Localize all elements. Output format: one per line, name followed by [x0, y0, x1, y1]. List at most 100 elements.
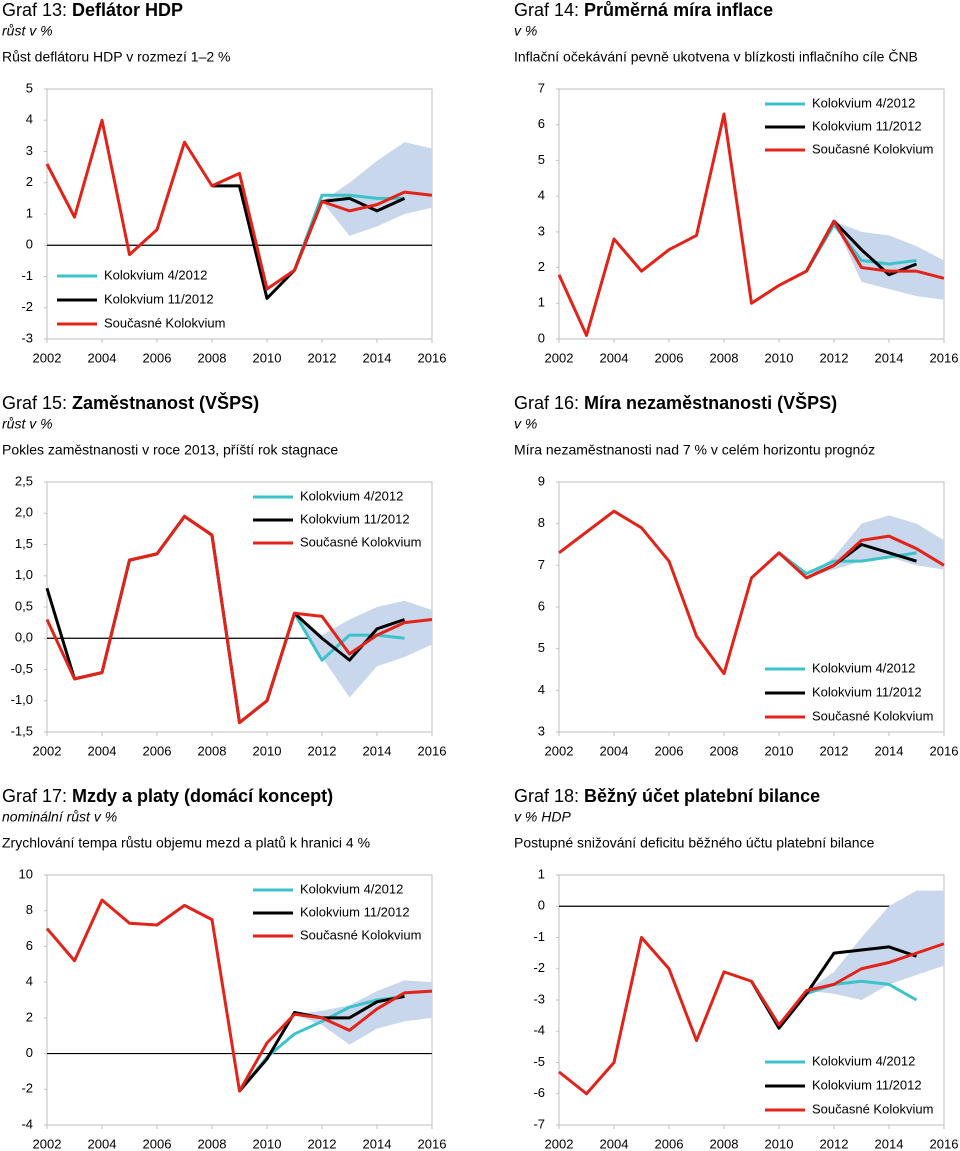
x-tick-label: 2010: [765, 1136, 794, 1151]
legend-label: Kolokvium 11/2012: [812, 1077, 922, 1092]
y-tick-label: 0: [538, 330, 545, 345]
x-tick-label: 2016: [418, 743, 447, 758]
legend-label: Kolokvium 4/2012: [812, 95, 915, 110]
y-tick-label: -7: [533, 1116, 545, 1131]
x-tick-label: 2002: [33, 1136, 62, 1151]
y-tick-label: 1: [538, 295, 545, 310]
legend-label: Kolokvium 11/2012: [812, 684, 922, 699]
plot-area: [558, 88, 945, 340]
series-line: [558, 509, 945, 676]
x-tick-label: 2008: [710, 1136, 739, 1151]
x-tick-label: 2006: [143, 743, 172, 758]
x-tick-label: 2016: [418, 1136, 447, 1151]
x-tick-label: 2004: [600, 350, 629, 365]
chart-subtitle: růst v %: [2, 416, 53, 432]
x-tick-label: 2010: [253, 1136, 282, 1151]
y-tick-label: -4: [21, 1116, 33, 1131]
chart-description: Růst deflátoru HDP v rozmezí 1–2 %: [2, 49, 231, 65]
x-tick-label: 2004: [88, 350, 117, 365]
series-line: [45, 898, 433, 1093]
y-tick-label: 7: [538, 557, 545, 572]
x-tick-label: 2002: [33, 743, 62, 758]
x-tick-label: 2010: [253, 743, 282, 758]
legend-label: Kolokvium 4/2012: [300, 881, 403, 896]
x-tick-label: 2012: [308, 1136, 337, 1151]
x-tick-label: 2012: [308, 350, 337, 365]
series-line: [750, 945, 917, 1030]
chart-title-text: Běžný účet platební bilance: [584, 786, 820, 806]
chart-subtitle: v %: [514, 23, 537, 39]
legend-label: Kolokvium 11/2012: [300, 904, 410, 919]
series-line: [778, 551, 917, 576]
x-tick-label: 2010: [765, 350, 794, 365]
y-tick-label: 6: [538, 598, 545, 613]
chart-description: Míra nezaměstnanosti nad 7 % v celém hor…: [514, 442, 875, 458]
series-line: [45, 118, 433, 291]
chart-title-text: Průměrná míra inflace: [584, 0, 773, 20]
x-tick-label: 2012: [820, 350, 849, 365]
x-tick-label: 2004: [600, 743, 629, 758]
y-tick-label: 0: [538, 898, 545, 913]
chart-label: Graf 18:: [514, 786, 579, 806]
legend-label: Kolokvium 4/2012: [812, 1053, 915, 1068]
x-tick-label: 2016: [418, 350, 447, 365]
chart-label: Graf 13:: [2, 0, 67, 20]
y-tick-label: 4: [26, 112, 33, 127]
x-tick-label: 2004: [88, 743, 117, 758]
y-tick-label: 6: [26, 938, 33, 953]
chart-description: Zrychlování tempa růstu objemu mezd a pl…: [2, 835, 370, 851]
x-tick-label: 2004: [88, 1136, 117, 1151]
y-tick-label: -2: [21, 1081, 33, 1096]
y-tick-label: -1: [533, 929, 545, 944]
x-tick-label: 2010: [253, 350, 282, 365]
chart-title-text: Mzdy a platy (domácí koncept): [72, 786, 333, 806]
x-tick-label: 2014: [363, 350, 392, 365]
y-tick-label: 0,0: [15, 630, 33, 645]
y-tick-label: 3: [26, 143, 33, 158]
chart-title: Graf 13: Deflátor HDP: [2, 0, 183, 20]
x-tick-label: 2014: [875, 743, 904, 758]
y-tick-label: -5: [533, 1054, 545, 1069]
series-line: [45, 514, 433, 725]
x-tick-label: 2014: [875, 350, 904, 365]
y-tick-label: -2: [533, 960, 545, 975]
legend-label: Kolokvium 4/2012: [104, 267, 207, 282]
chart-label: Graf 16:: [514, 393, 579, 413]
y-tick-label: 1,0: [15, 567, 33, 582]
chart-title: Graf 15: Zaměstnanost (VŠPS): [2, 392, 259, 413]
x-tick-label: 2008: [198, 743, 227, 758]
x-tick-label: 2006: [655, 743, 684, 758]
y-tick-label: 7: [538, 80, 545, 95]
x-tick-label: 2006: [655, 1136, 684, 1151]
series-line: [558, 936, 945, 1096]
chart-description: Postupné snižování deficitu běžného účtu…: [514, 835, 875, 851]
y-tick-label: -0,5: [11, 661, 33, 676]
chart-title: Graf 14: Průměrná míra inflace: [514, 0, 773, 20]
y-tick-label: -3: [21, 330, 33, 345]
chart-title-text: Zaměstnanost (VŠPS): [72, 392, 259, 413]
legend-label: Kolokvium 4/2012: [300, 488, 403, 503]
y-tick-label: 2: [538, 259, 545, 274]
y-tick-label: 2,0: [15, 505, 33, 520]
y-tick-label: 6: [538, 116, 545, 131]
y-tick-label: 8: [538, 515, 545, 530]
y-tick-label: 9: [538, 473, 545, 488]
y-tick-label: -4: [533, 1023, 545, 1038]
x-tick-label: 2012: [820, 743, 849, 758]
chart-subtitle: nominální růst v %: [2, 809, 117, 825]
x-tick-label: 2008: [198, 350, 227, 365]
y-tick-label: 3: [538, 223, 545, 238]
chart-subtitle: v %: [514, 416, 537, 432]
legend-label: Současné Kolokvium: [300, 534, 421, 549]
x-tick-label: 2016: [930, 1136, 959, 1151]
x-tick-label: 2014: [363, 743, 392, 758]
legend-label: Kolokvium 11/2012: [812, 118, 922, 133]
x-tick-label: 2016: [930, 350, 959, 365]
legend-label: Současné Kolokvium: [812, 1101, 933, 1116]
x-tick-label: 2002: [545, 1136, 574, 1151]
x-tick-label: 2002: [545, 743, 574, 758]
y-tick-label: 1: [26, 205, 33, 220]
x-tick-label: 2010: [765, 743, 794, 758]
x-tick-label: 2006: [655, 350, 684, 365]
